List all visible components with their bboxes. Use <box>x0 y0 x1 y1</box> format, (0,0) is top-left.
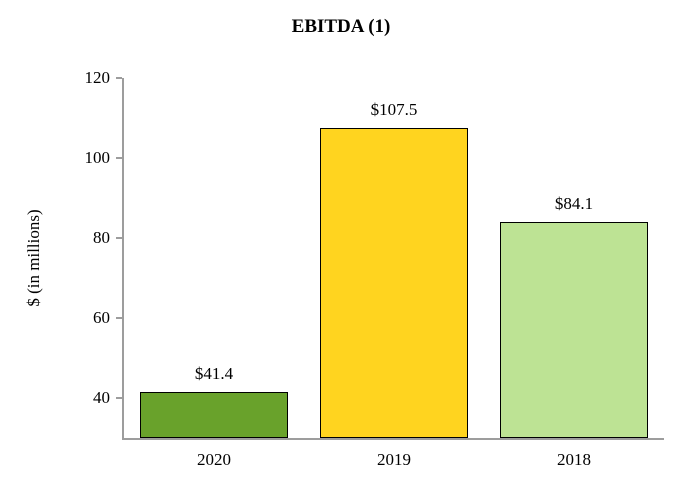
y-tick-mark <box>116 237 122 239</box>
bar-value-label-2018: $84.1 <box>554 193 594 213</box>
bar-value-label-2019: $107.5 <box>370 100 418 119</box>
plot-area: 40 60 80 100 120 $41.4 2020 $107.5 2019 $84.1 2018 <box>85 69 664 469</box>
bar-2020 <box>140 392 288 438</box>
y-tick-label-100: 100 <box>84 148 111 167</box>
y-axis-title: $ (in millions) <box>24 209 43 307</box>
bar-2018 <box>500 221 648 438</box>
bar-2019 <box>320 128 468 438</box>
x-tick-label-2020: 2020 <box>197 450 231 469</box>
y-tick-mark <box>116 317 122 319</box>
chart-title: EBITDA (1) <box>291 16 391 37</box>
x-tick-label-2019: 2019 <box>377 450 411 469</box>
y-tick-mark <box>116 157 122 159</box>
bar-value-label-2020: $41.4 <box>194 364 234 384</box>
x-tick-label-2018: 2018 <box>557 450 591 469</box>
y-tick-mark <box>116 397 122 399</box>
y-tick-label-120: 120 <box>84 68 111 87</box>
y-tick-label-60: 60 <box>93 308 110 327</box>
y-tick-mark <box>116 77 122 79</box>
y-tick-label-40: 40 <box>93 388 110 407</box>
y-tick-label-80: 80 <box>93 228 110 247</box>
